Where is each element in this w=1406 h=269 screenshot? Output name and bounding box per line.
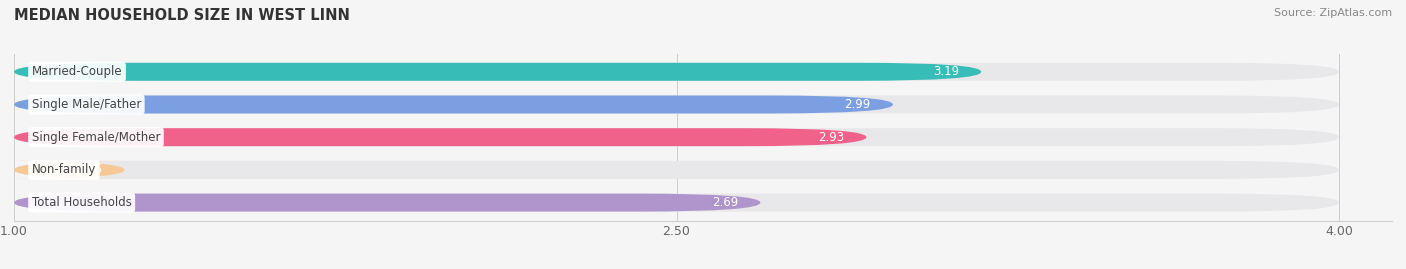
Text: 2.99: 2.99 (845, 98, 870, 111)
FancyBboxPatch shape (14, 194, 1339, 212)
FancyBboxPatch shape (14, 95, 1339, 114)
FancyBboxPatch shape (14, 161, 1339, 179)
Text: Married-Couple: Married-Couple (32, 65, 122, 78)
FancyBboxPatch shape (14, 128, 866, 146)
FancyBboxPatch shape (14, 128, 1339, 146)
FancyBboxPatch shape (3, 161, 135, 179)
Text: MEDIAN HOUSEHOLD SIZE IN WEST LINN: MEDIAN HOUSEHOLD SIZE IN WEST LINN (14, 8, 350, 23)
Text: 2.93: 2.93 (818, 131, 845, 144)
Text: 3.19: 3.19 (934, 65, 959, 78)
Text: Non-family: Non-family (32, 163, 96, 176)
Text: 2.69: 2.69 (711, 196, 738, 209)
Text: Single Male/Father: Single Male/Father (32, 98, 141, 111)
Text: Source: ZipAtlas.com: Source: ZipAtlas.com (1274, 8, 1392, 18)
FancyBboxPatch shape (14, 95, 893, 114)
Text: Total Households: Total Households (32, 196, 132, 209)
Text: 1.25: 1.25 (76, 163, 103, 176)
FancyBboxPatch shape (14, 63, 1339, 81)
FancyBboxPatch shape (14, 63, 981, 81)
FancyBboxPatch shape (14, 194, 761, 212)
Text: Single Female/Mother: Single Female/Mother (32, 131, 160, 144)
